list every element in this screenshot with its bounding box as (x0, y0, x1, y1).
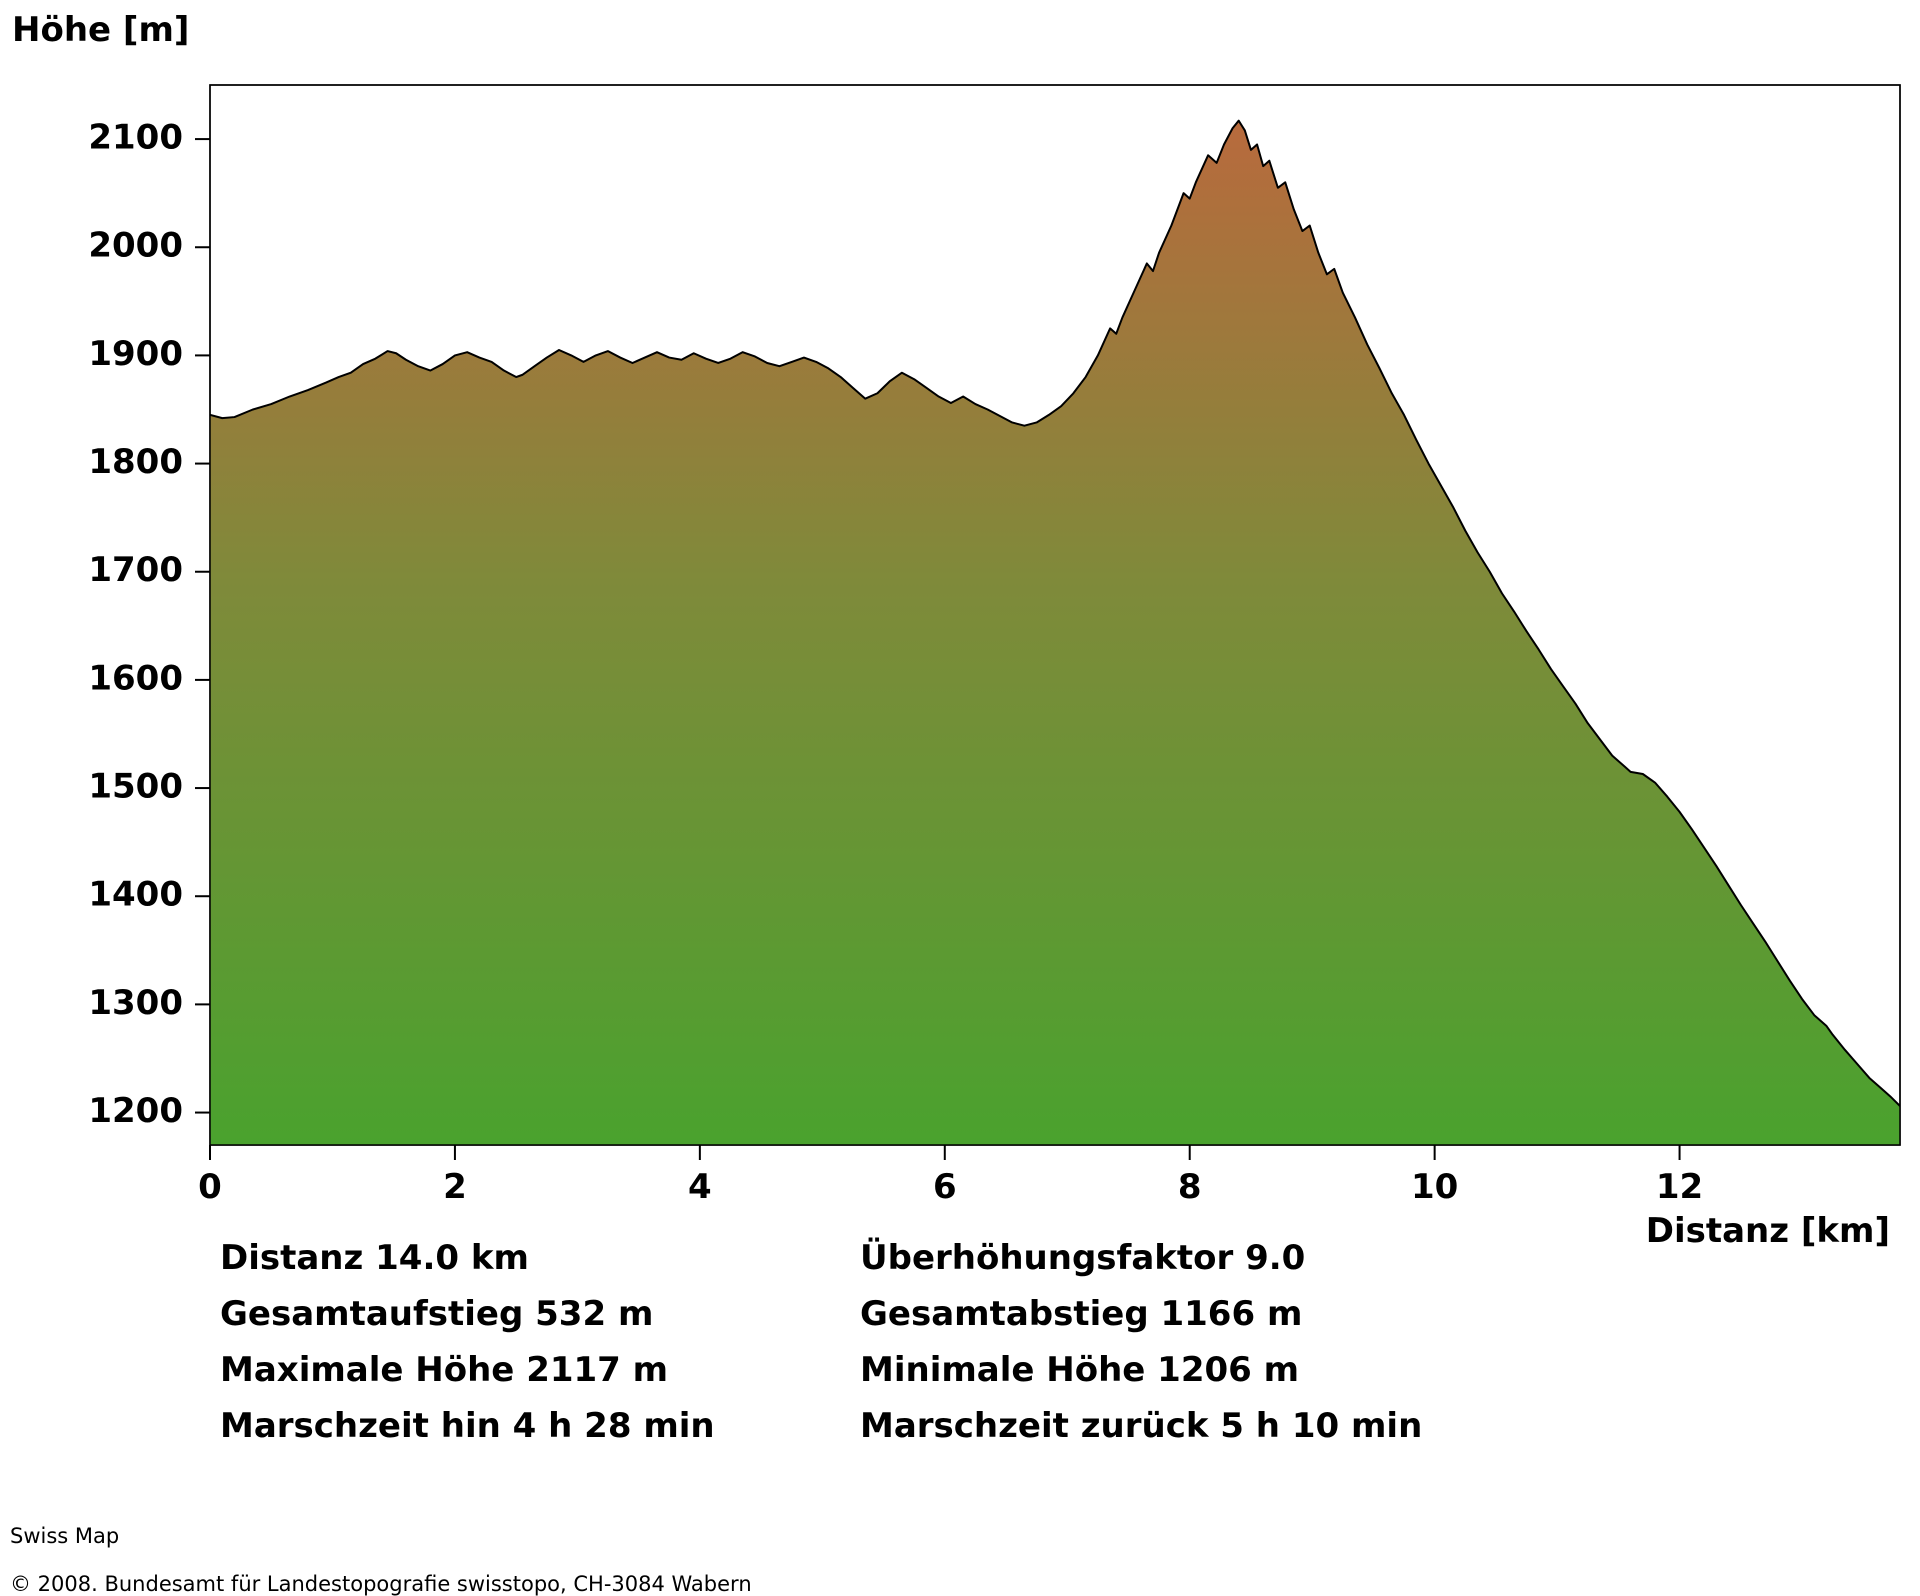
y-tick-label: 1800 (88, 442, 183, 482)
stats-cell-left: Marschzeit hin 4 h 28 min (220, 1406, 715, 1446)
footer-credit: Swiss Map © 2008. Bundesamt für Landesto… (10, 1500, 752, 1596)
y-tick-label: 1600 (88, 658, 183, 698)
x-tick-label: 12 (1656, 1167, 1703, 1207)
y-tick-label: 2100 (88, 118, 183, 158)
x-tick-label: 10 (1411, 1167, 1458, 1207)
x-tick-label: 2 (443, 1167, 467, 1207)
y-tick-label: 1700 (88, 550, 183, 590)
x-tick-label: 8 (1178, 1167, 1202, 1207)
x-tick-label: 0 (198, 1167, 222, 1207)
stats-cell-right: Minimale Höhe 1206 m (860, 1350, 1299, 1390)
x-tick-label: 4 (688, 1167, 712, 1207)
y-tick-label: 1500 (88, 767, 183, 807)
stats-cell-left: Distanz 14.0 km (220, 1238, 529, 1278)
footer-line2: © 2008. Bundesamt für Landestopografie s… (10, 1572, 752, 1596)
stats-cell-left: Gesamtaufstieg 532 m (220, 1294, 653, 1334)
stats-cell-right: Überhöhungsfaktor 9.0 (860, 1238, 1305, 1278)
stats-cell-right: Gesamtabstieg 1166 m (860, 1294, 1302, 1334)
stats-cell-right: Marschzeit zurück 5 h 10 min (860, 1406, 1422, 1446)
y-tick-label: 1300 (88, 983, 183, 1023)
x-axis-label: Distanz [km] (1646, 1211, 1890, 1251)
y-tick-label: 1900 (88, 334, 183, 374)
y-tick-label: 2000 (88, 226, 183, 266)
elevation-chart-svg: 1200130014001500160017001800190020002100… (0, 0, 1920, 1572)
x-tick-label: 6 (933, 1167, 957, 1207)
y-tick-label: 1400 (88, 875, 183, 915)
footer-line1: Swiss Map (10, 1524, 119, 1548)
y-tick-label: 1200 (88, 1091, 183, 1131)
stats-cell-left: Maximale Höhe 2117 m (220, 1350, 668, 1390)
